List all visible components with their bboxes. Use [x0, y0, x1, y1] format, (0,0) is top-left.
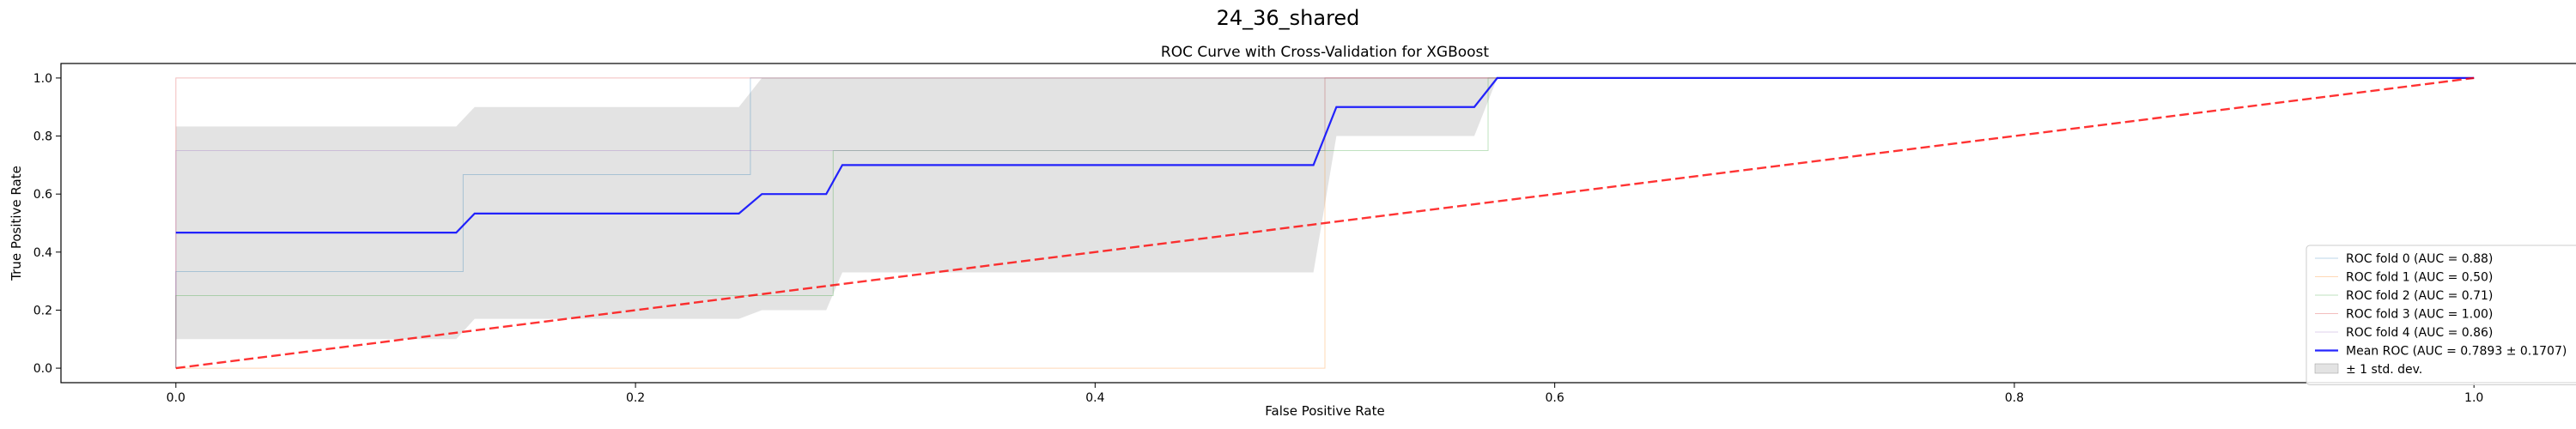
y-axis-label: True Positive Rate [9, 166, 24, 281]
y-tick-label: 0.0 [33, 362, 52, 376]
x-tick-label: 0.6 [1546, 391, 1564, 405]
plot-area [175, 76, 2475, 370]
legend-entry-6: ± 1 std. dev. [2346, 363, 2422, 377]
x-axis-label: False Positive Rate [1265, 403, 1384, 419]
legend-entry-0: ROC fold 0 (AUC = 0.88) [2346, 252, 2493, 266]
legend-entry-4: ROC fold 4 (AUC = 0.86) [2346, 326, 2493, 340]
x-axis-ticks: 0.0 0.2 0.4 0.6 0.8 1.0 [167, 383, 2483, 405]
x-tick-label: 0.4 [1085, 391, 1104, 405]
roc-fold-2-line [175, 77, 2475, 369]
legend-swatch-std-band [2314, 363, 2339, 374]
y-tick-label: 0.2 [33, 304, 52, 317]
y-tick-label: 0.8 [33, 130, 52, 144]
roc-fold-0-line [175, 77, 2475, 369]
mean-roc-line [175, 76, 2475, 234]
x-tick-label: 0.8 [2005, 391, 2024, 405]
chance-line [175, 76, 2475, 370]
y-tick-label: 0.4 [33, 246, 52, 260]
std-dev-band [175, 77, 2475, 340]
legend-frame [2306, 245, 2576, 385]
legend: ROC fold 0 (AUC = 0.88) ROC fold 1 (AUC =… [2306, 245, 2576, 385]
legend-entry-2: ROC fold 2 (AUC = 0.71) [2346, 289, 2493, 303]
x-tick-label: 0.2 [626, 391, 645, 405]
axes-frame [60, 63, 2576, 384]
legend-entry-5: Mean ROC (AUC = 0.7893 ± 0.1707) [2346, 345, 2567, 359]
figure-suptitle: 24_36_shared [1217, 6, 1360, 30]
x-tick-label: 0.0 [167, 391, 185, 405]
y-axis-ticks: 0.0 0.2 0.4 0.6 0.8 1.0 [33, 72, 61, 376]
x-tick-label: 1.0 [2464, 391, 2483, 405]
y-tick-label: 0.6 [33, 188, 52, 202]
legend-entry-1: ROC fold 1 (AUC = 0.50) [2346, 271, 2493, 285]
chart-title: ROC Curve with Cross-Validation for XGBo… [1161, 44, 1490, 61]
legend-entry-3: ROC fold 3 (AUC = 1.00) [2346, 308, 2493, 322]
y-tick-label: 1.0 [33, 72, 52, 86]
